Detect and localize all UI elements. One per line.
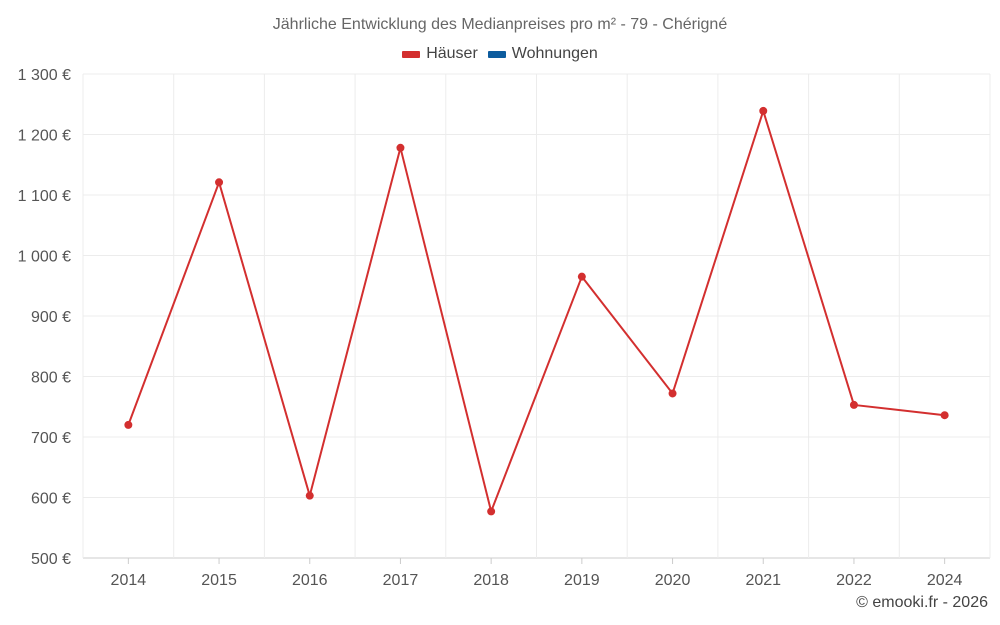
legend-label-haeuser: Häuser bbox=[426, 45, 478, 62]
y-tick-label: 700 € bbox=[31, 430, 71, 447]
series-line-0 bbox=[127, 109, 945, 513]
x-tick-label: 2020 bbox=[655, 572, 691, 589]
x-tick-label: 2024 bbox=[927, 572, 963, 589]
y-tick-label: 1 100 € bbox=[18, 188, 71, 205]
data-point bbox=[396, 143, 405, 152]
data-point bbox=[759, 106, 768, 115]
credit-text: © emooki.fr - 2026 bbox=[856, 594, 988, 611]
gridlines bbox=[82, 73, 991, 559]
x-tick-label: 2018 bbox=[473, 572, 509, 589]
x-tick-label: 2015 bbox=[201, 572, 237, 589]
data-point bbox=[849, 400, 858, 409]
x-tick-label: 2022 bbox=[836, 572, 872, 589]
y-tick-label: 500 € bbox=[31, 551, 71, 568]
data-point bbox=[577, 272, 586, 281]
x-tick-label: 2019 bbox=[564, 572, 600, 589]
data-point bbox=[124, 420, 133, 429]
y-tick-label: 900 € bbox=[31, 309, 71, 326]
y-axis: 500 € 600 € 700 € 800 € 900 € 1 000 € 1 100 € 1… bbox=[18, 67, 71, 568]
y-tick-label: 1 000 € bbox=[18, 249, 71, 266]
legend-swatch-haeuser bbox=[402, 50, 421, 58]
legend-label-wohnungen: Wohnungen bbox=[511, 45, 598, 62]
data-point bbox=[305, 491, 314, 500]
series-layer bbox=[124, 106, 949, 516]
legend-item-haeuser[interactable]: Häuser bbox=[402, 45, 478, 63]
data-point bbox=[668, 389, 677, 398]
legend-swatch-wohnungen bbox=[487, 50, 506, 58]
data-point bbox=[215, 178, 224, 187]
x-tick-label: 2017 bbox=[383, 572, 419, 589]
x-tick-label: 2021 bbox=[745, 572, 781, 589]
y-tick-label: 600 € bbox=[31, 491, 71, 508]
chart-title: Jährliche Entwicklung des Medianpreises … bbox=[272, 16, 728, 33]
x-axis: 2014 2015 2016 2017 2018 2019 2020 2021 2022 2024 bbox=[111, 558, 963, 589]
data-point bbox=[940, 411, 949, 420]
x-tick-label: 2014 bbox=[111, 572, 147, 589]
data-point bbox=[487, 507, 496, 516]
legend: Häuser Wohnungen bbox=[0, 45, 1000, 63]
y-tick-label: 1 300 € bbox=[18, 67, 71, 84]
legend-item-wohnungen[interactable]: Wohnungen bbox=[487, 45, 598, 63]
y-tick-label: 800 € bbox=[31, 370, 71, 387]
x-tick-label: 2016 bbox=[292, 572, 328, 589]
y-tick-label: 1 200 € bbox=[18, 128, 71, 145]
